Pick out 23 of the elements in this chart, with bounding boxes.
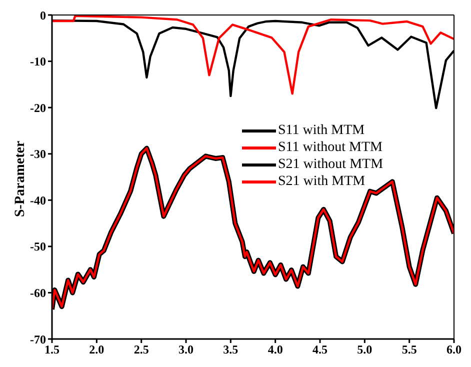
legend-label: S21 without MTM (278, 156, 384, 173)
legend-label: S11 with MTM (278, 122, 365, 139)
x-tick-label: 2.5 (134, 342, 149, 357)
y-tick-label: -70 (30, 332, 46, 346)
legend-label: S11 without MTM (278, 139, 382, 156)
y-axis-title: S-Parameter (12, 140, 28, 217)
y-tick-label: -40 (30, 193, 46, 208)
y-tick-label: -30 (30, 147, 46, 162)
x-tick-label: 6.0 (446, 342, 462, 357)
y-tick-label: -50 (30, 240, 46, 254)
x-tick-label: 1.5 (44, 342, 60, 357)
x-tick-label: 3.0 (178, 342, 194, 357)
y-tick-label: -20 (30, 100, 46, 115)
y-tick-label: -60 (30, 286, 46, 300)
y-tick-label: 0 (40, 8, 46, 22)
x-tick-label: 2.0 (89, 342, 104, 357)
x-tick-label: 3.5 (223, 342, 238, 357)
x-tick-label: 4.0 (268, 342, 283, 357)
y-tick-label: -10 (30, 54, 46, 69)
x-tick-label: 5.5 (402, 342, 417, 357)
legend-label: S21 with MTM (278, 173, 366, 190)
x-tick-label: 4.5 (312, 342, 328, 357)
x-tick-label: 5.0 (357, 342, 372, 357)
